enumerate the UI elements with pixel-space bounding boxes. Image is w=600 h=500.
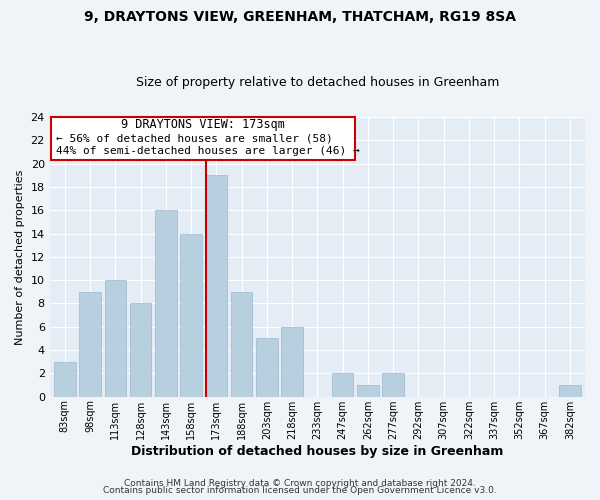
Text: 9, DRAYTONS VIEW, GREENHAM, THATCHAM, RG19 8SA: 9, DRAYTONS VIEW, GREENHAM, THATCHAM, RG…	[84, 10, 516, 24]
Bar	[79, 292, 101, 397]
FancyBboxPatch shape	[51, 117, 355, 160]
Bar	[382, 374, 404, 396]
Bar	[281, 327, 303, 396]
Bar	[357, 385, 379, 396]
X-axis label: Distribution of detached houses by size in Greenham: Distribution of detached houses by size …	[131, 444, 503, 458]
Bar	[332, 374, 353, 396]
Bar	[181, 234, 202, 396]
Text: 9 DRAYTONS VIEW: 173sqm: 9 DRAYTONS VIEW: 173sqm	[121, 118, 285, 130]
Bar	[231, 292, 253, 397]
Bar	[559, 385, 581, 396]
Y-axis label: Number of detached properties: Number of detached properties	[15, 169, 25, 344]
Bar	[104, 280, 126, 396]
Bar	[256, 338, 278, 396]
Text: Contains public sector information licensed under the Open Government Licence v3: Contains public sector information licen…	[103, 486, 497, 495]
Bar	[155, 210, 176, 396]
Bar	[54, 362, 76, 396]
Title: Size of property relative to detached houses in Greenham: Size of property relative to detached ho…	[136, 76, 499, 90]
Text: 44% of semi-detached houses are larger (46) →: 44% of semi-detached houses are larger (…	[56, 146, 360, 156]
Text: ← 56% of detached houses are smaller (58): ← 56% of detached houses are smaller (58…	[56, 133, 333, 143]
Bar	[130, 304, 151, 396]
Text: Contains HM Land Registry data © Crown copyright and database right 2024.: Contains HM Land Registry data © Crown c…	[124, 478, 476, 488]
Bar	[206, 176, 227, 396]
